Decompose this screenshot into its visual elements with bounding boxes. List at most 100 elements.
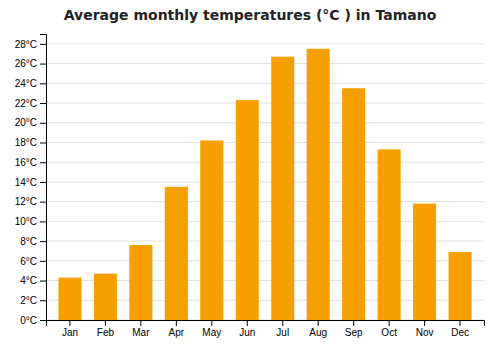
y-tick: 20°C [15, 117, 46, 128]
y-tick-mark [40, 281, 46, 282]
y-tick: 16°C [15, 157, 46, 168]
bar [94, 274, 117, 320]
bar [165, 187, 188, 320]
y-tick: 8°C [20, 236, 46, 247]
y-tick: 10°C [15, 216, 46, 227]
x-tick-mark [247, 320, 248, 326]
x-tick-mark [353, 320, 354, 326]
y-tick-mark [40, 142, 46, 143]
x-tick-mark [318, 320, 319, 326]
bar [58, 278, 81, 320]
x-tick: Dec [451, 320, 469, 338]
y-tick-mark [40, 202, 46, 203]
x-tick-mark [140, 320, 141, 326]
y-tick-label: 22°C [15, 98, 37, 109]
bar [129, 245, 152, 320]
y-tick-label: 16°C [15, 157, 37, 168]
x-tick-mark [460, 320, 461, 326]
x-tick-mark [211, 320, 212, 326]
x-tick-label: Jul [276, 327, 289, 338]
y-tick-label: 10°C [15, 216, 37, 227]
y-tick-label: 18°C [15, 137, 37, 148]
grid-line [46, 103, 484, 104]
grid-line [46, 122, 484, 123]
y-tick-mark [40, 182, 46, 183]
x-tick-label: Sep [345, 327, 363, 338]
y-tick-mark [40, 83, 46, 84]
x-tick: Jan [62, 320, 78, 338]
x-tick-mark [105, 320, 106, 326]
x-tick: Mar [132, 320, 150, 338]
x-tick-label: Oct [381, 327, 397, 338]
x-tick-mark [424, 320, 425, 326]
x-tick: Jul [276, 320, 289, 338]
grid [46, 44, 484, 320]
plot: 0°C 2°C 4°C 6°C 8°C 10°C 12°C 14°C 16°C 18°C 20°C 2… [15, 35, 485, 339]
grid-line [46, 63, 484, 64]
x-tick-label: Dec [451, 327, 469, 338]
grid-line [46, 83, 484, 84]
x-tick-label: Feb [97, 327, 115, 338]
x-axis: Jan Feb Mar Apr May Jun Jul Aug Sep Oct Nov Dec [47, 320, 485, 338]
x-tick-label: Jun [239, 327, 255, 338]
y-tick-mark [40, 123, 46, 124]
x-tick-mark [69, 320, 70, 326]
y-tick-mark [40, 300, 46, 301]
x-tick: Aug [309, 320, 327, 338]
x-tick-label: Mar [132, 327, 150, 338]
grid-line [46, 181, 484, 182]
y-axis-line [40, 35, 47, 321]
y-tick-mark [40, 320, 46, 321]
y-tick: 24°C [15, 78, 46, 89]
x-tick-label: Nov [416, 327, 434, 338]
y-tick: 28°C [15, 39, 46, 50]
y-tick: 2°C [20, 295, 46, 306]
y-tick-mark [40, 162, 46, 163]
bar [378, 149, 401, 320]
bar [236, 100, 259, 320]
x-tick-label: Aug [309, 327, 327, 338]
title: Average monthly temperatures (°C ) in Ta… [64, 7, 437, 23]
y-tick-label: 2°C [20, 295, 37, 306]
y-tick: 0°C [20, 315, 46, 326]
x-axis-line [47, 321, 485, 327]
y-tick: 14°C [15, 177, 46, 188]
y-tick-mark [40, 103, 46, 104]
y-tick: 18°C [15, 137, 46, 148]
x-tick: Sep [345, 320, 363, 338]
x-tick: Oct [381, 320, 397, 338]
bar [307, 49, 330, 320]
x-tick-label: May [202, 327, 221, 338]
y-tick-label: 8°C [20, 236, 37, 247]
bar [449, 252, 472, 320]
y-tick-label: 28°C [15, 39, 37, 50]
y-tick-label: 12°C [15, 196, 37, 207]
y-tick-mark [40, 261, 46, 262]
x-tick: Jun [239, 320, 255, 338]
y-tick: 26°C [15, 58, 46, 69]
x-tick-mark [282, 320, 283, 326]
y-tick-label: 24°C [15, 78, 37, 89]
bar [271, 57, 294, 320]
y-tick-label: 4°C [20, 275, 37, 286]
y-tick-mark [40, 64, 46, 65]
y-tick-label: 6°C [20, 256, 37, 267]
x-tick-mark [176, 320, 177, 326]
x-tick: Apr [169, 320, 185, 338]
x-tick-label: Jan [62, 327, 78, 338]
y-axis: 0°C 2°C 4°C 6°C 8°C 10°C 12°C 14°C 16°C 18°C 20°C 2… [15, 35, 47, 326]
bar [413, 204, 436, 320]
y-tick-mark [40, 44, 46, 45]
bar [342, 88, 365, 320]
x-tick: Feb [97, 320, 115, 338]
x-tick: May [202, 320, 221, 338]
y-tick: 4°C [20, 275, 46, 286]
grid-line [46, 162, 484, 163]
bars [58, 49, 471, 320]
y-tick: 12°C [15, 196, 46, 207]
y-tick: 22°C [15, 98, 46, 109]
y-tick-label: 26°C [15, 58, 37, 69]
y-tick-label: 14°C [15, 177, 37, 188]
y-tick-mark [40, 221, 46, 222]
y-tick-label: 20°C [15, 117, 37, 128]
